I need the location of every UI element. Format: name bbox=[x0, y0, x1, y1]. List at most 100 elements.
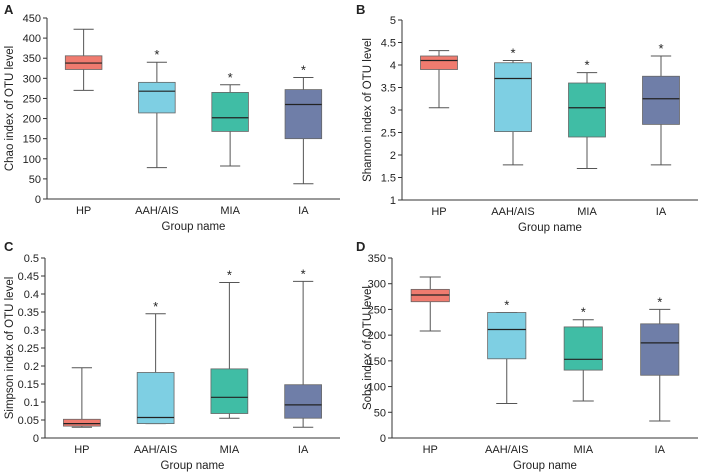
y-tick-label: 450 bbox=[23, 13, 41, 25]
panel-letter: D bbox=[356, 239, 365, 254]
x-category-label: AAH/AIS bbox=[134, 444, 177, 456]
significance-star: * bbox=[301, 266, 306, 281]
x-category-label: HP bbox=[74, 444, 89, 456]
box-hp bbox=[63, 367, 101, 428]
significance-star: * bbox=[581, 305, 586, 320]
box-iqr bbox=[642, 75, 680, 125]
y-tick-label: 200 bbox=[23, 114, 41, 126]
x-category-label: AAH/AIS bbox=[135, 205, 178, 217]
box-ia: * bbox=[284, 266, 322, 428]
x-category-label: MIA bbox=[577, 206, 597, 218]
box-ia: * bbox=[642, 41, 680, 166]
box-mia: * bbox=[211, 70, 249, 167]
y-tick-label: 350 bbox=[23, 53, 41, 65]
y-tick-label: 0.5 bbox=[24, 253, 39, 265]
y-tick-label: 3.5 bbox=[381, 83, 396, 95]
x-category-label: HP bbox=[431, 206, 446, 218]
box-ia: * bbox=[640, 294, 680, 422]
y-tick-label: 0.4 bbox=[24, 289, 39, 301]
y-tick-label: 3 bbox=[390, 105, 396, 117]
box-iqr bbox=[136, 372, 175, 425]
significance-star: * bbox=[154, 47, 159, 62]
y-tick-label: 2.5 bbox=[381, 128, 396, 140]
y-tick-label: 250 bbox=[23, 93, 41, 105]
y-tick-label: 1 bbox=[390, 195, 396, 207]
y-axis-title: Chao index of OTU level bbox=[4, 46, 16, 171]
y-tick-label: 200 bbox=[368, 330, 386, 342]
y-tick-label: 0 bbox=[35, 194, 41, 206]
panel-c: C 0 0.05 0.1 0.15 0.2 0.25 0.3 0.35 0.4 0.45 0.5 HP *… bbox=[4, 239, 340, 472]
box-aah-ais: * bbox=[487, 298, 527, 405]
y-tick-label: 0.45 bbox=[18, 271, 39, 283]
significance-star: * bbox=[228, 70, 233, 85]
y-tick-label: 0 bbox=[33, 433, 39, 445]
y-tick-label: 0.2 bbox=[24, 361, 39, 373]
box-iqr bbox=[63, 418, 101, 427]
box-iqr bbox=[420, 55, 458, 70]
x-category-label: IA bbox=[298, 444, 309, 456]
y-tick-label: 300 bbox=[368, 279, 386, 291]
x-category-label: MIA bbox=[573, 444, 593, 456]
x-axis-title: Group name bbox=[513, 460, 577, 472]
y-tick-label: 50 bbox=[374, 407, 386, 419]
significance-star: * bbox=[658, 41, 663, 56]
y-tick-label: 5 bbox=[390, 15, 396, 27]
y-tick-label: 300 bbox=[23, 73, 41, 85]
y-tick-label: 150 bbox=[23, 134, 41, 146]
y-tick-label: 0.25 bbox=[18, 343, 39, 355]
x-category-label: MIA bbox=[220, 444, 240, 456]
significance-star: * bbox=[504, 298, 509, 313]
x-category-label: AAH/AIS bbox=[485, 444, 528, 456]
box-hp bbox=[410, 276, 450, 332]
x-category-label: HP bbox=[76, 205, 91, 217]
box-iqr bbox=[284, 89, 323, 140]
y-tick-label: 0.15 bbox=[18, 379, 39, 391]
significance-star: * bbox=[153, 299, 158, 314]
box-hp bbox=[420, 50, 458, 109]
x-category-label: IA bbox=[656, 206, 667, 218]
box-iqr bbox=[568, 82, 606, 138]
y-axis-title: Shannon index of OTU level bbox=[362, 38, 374, 182]
y-tick-label: 250 bbox=[368, 304, 386, 316]
y-tick-label: 4 bbox=[390, 60, 396, 72]
panel-letter: C bbox=[4, 239, 14, 254]
box-iqr bbox=[211, 92, 249, 132]
significance-star: * bbox=[510, 46, 515, 61]
box-hp bbox=[64, 28, 103, 91]
y-axis-title: Simpson index of OTU level bbox=[4, 277, 16, 420]
y-tick-label: 150 bbox=[368, 356, 386, 368]
x-category-label: IA bbox=[298, 205, 309, 217]
y-tick-label: 100 bbox=[368, 382, 386, 394]
box-ia: * bbox=[284, 63, 323, 185]
panel-a: A 0 50 100 150 200 250 300 350 400 450 HP * AAH/AIS * M… bbox=[4, 2, 340, 233]
y-tick-label: 400 bbox=[23, 33, 41, 45]
x-axis-title: Group name bbox=[518, 222, 582, 234]
panel-d: D 0 50 100 150 200 250 300 350 HP * AAH/AIS * MIA * IA G… bbox=[356, 239, 698, 472]
significance-star: * bbox=[584, 58, 589, 73]
x-category-label: AAH/AIS bbox=[491, 206, 534, 218]
panel-b: B 1 1.5 2 2.5 3 3.5 4 4.5 5 HP * AAH/AIS * MIA * IA Group… bbox=[356, 2, 698, 234]
y-tick-label: 100 bbox=[23, 154, 41, 166]
x-axis-title: Group name bbox=[162, 221, 226, 233]
panel-letter: A bbox=[4, 2, 14, 17]
panel-letter: B bbox=[356, 2, 365, 17]
box-aah-ais: * bbox=[136, 299, 175, 425]
box-mia: * bbox=[563, 305, 603, 402]
box-iqr bbox=[487, 312, 527, 360]
significance-star: * bbox=[301, 63, 306, 78]
x-category-label: MIA bbox=[220, 205, 240, 217]
box-iqr bbox=[640, 323, 680, 376]
x-category-label: HP bbox=[423, 444, 438, 456]
box-mia: * bbox=[568, 58, 606, 169]
y-tick-label: 0.3 bbox=[24, 325, 39, 337]
y-axis-title: Sobs index of OTU level bbox=[362, 286, 374, 410]
y-tick-label: 4.5 bbox=[381, 38, 396, 50]
box-aah-ais: * bbox=[494, 46, 532, 166]
box-iqr bbox=[563, 326, 603, 371]
y-tick-label: 2 bbox=[390, 150, 396, 162]
x-axis-title: Group name bbox=[161, 460, 225, 472]
y-tick-label: 0 bbox=[380, 433, 386, 445]
box-iqr bbox=[138, 81, 176, 114]
y-tick-label: 0.1 bbox=[24, 397, 39, 409]
